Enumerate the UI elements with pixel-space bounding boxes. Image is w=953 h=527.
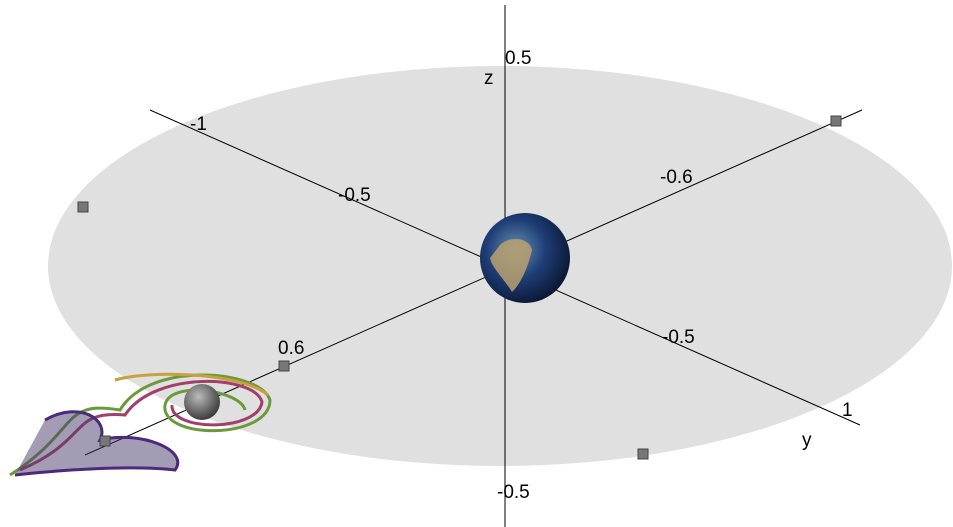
x-tick-label: -0.6	[660, 167, 693, 188]
markers	[77, 115, 842, 460]
marker	[830, 115, 842, 127]
marker	[77, 201, 89, 213]
y-axis-name: y	[802, 430, 812, 451]
marker	[278, 360, 290, 372]
marker	[637, 448, 649, 460]
earth-land	[490, 238, 532, 292]
moon	[184, 384, 220, 420]
z-axis-name: z	[484, 68, 494, 89]
x-tick-label: 0.6	[278, 338, 304, 359]
z-tick-label: 0.5	[505, 48, 531, 69]
y-tick-label: -0.5	[662, 327, 695, 348]
marker	[99, 435, 111, 447]
y-tick-label: 1	[842, 400, 853, 421]
trajectory	[9, 372, 272, 477]
z-tick-label: -0.5	[497, 482, 530, 503]
y-tick-label: -1	[190, 114, 207, 135]
y-tick-label: -0.5	[338, 185, 371, 206]
